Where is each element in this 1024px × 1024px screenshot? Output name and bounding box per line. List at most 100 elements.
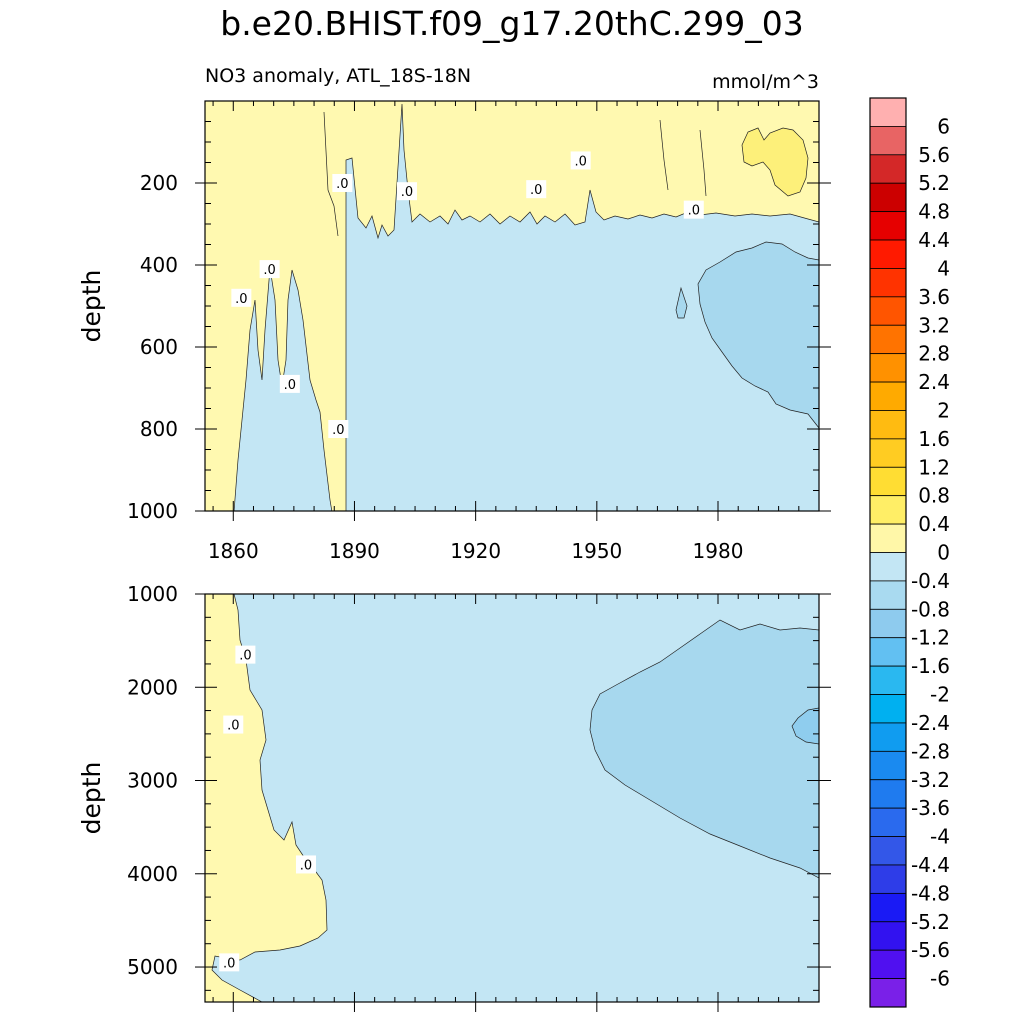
contour-label: .0 xyxy=(328,420,349,438)
upper-contour-fill xyxy=(205,101,819,511)
contour-label: .0 xyxy=(526,180,547,199)
contour-label-text: .0 xyxy=(239,649,251,664)
contour-label-box xyxy=(295,855,316,874)
colorbar-swatch xyxy=(869,637,907,667)
colorbar-label: -3.6 xyxy=(911,796,950,820)
colorbar-swatch xyxy=(869,239,907,269)
contour-label-box xyxy=(526,180,547,199)
colorbar-swatch xyxy=(869,779,907,809)
panel-subtitle: NO3 anomaly, ATL_18S-18N xyxy=(205,65,471,87)
contour-label-text: .0 xyxy=(530,183,542,198)
colorbar-label: -4 xyxy=(930,825,950,849)
upper-y-axis-label: depth xyxy=(77,270,106,343)
y-tick-label: 200 xyxy=(140,171,178,195)
contour-label-box xyxy=(279,374,300,393)
colorbar-swatch xyxy=(869,552,907,582)
colorbar-swatch xyxy=(869,892,907,923)
colorbar-label: -0.8 xyxy=(911,597,950,621)
colorbar-swatch xyxy=(869,495,907,525)
contour-label-text: .0 xyxy=(401,185,413,200)
x-tick-label: 1950 xyxy=(571,539,622,563)
colorbar-label: 2.4 xyxy=(918,370,950,394)
colorbar-swatch xyxy=(869,722,907,752)
colorbar-swatch xyxy=(869,353,907,383)
contour-label-box xyxy=(235,645,256,664)
contour-label-text: .0 xyxy=(235,292,247,307)
colorbar-label: 5.2 xyxy=(918,171,950,195)
y-tick-label: 600 xyxy=(140,335,178,359)
lower-x-ticks xyxy=(212,594,820,1012)
y-tick-label: 800 xyxy=(140,417,178,441)
lower-panel: 1000 2000 3000 4000 5000 .0 .0 .0 .0 depth xyxy=(77,582,831,1012)
colorbar-label: 0.8 xyxy=(918,484,950,508)
lower-y-ticks: 1000 2000 3000 4000 5000 xyxy=(127,582,831,991)
colorbar-swatch xyxy=(869,608,907,639)
colorbar-label: -4.8 xyxy=(911,881,950,905)
contour-label-text: .0 xyxy=(300,858,312,873)
contour-label-text: .0 xyxy=(574,154,586,169)
colorbar-label: 0 xyxy=(937,541,950,565)
contour-label: .0 xyxy=(279,374,300,393)
contour-label-text: .0 xyxy=(227,719,239,734)
colorbar-swatch xyxy=(869,580,907,610)
positive-surface-region xyxy=(205,101,819,511)
colorbar-swatch xyxy=(869,410,907,440)
contour-label: .0 xyxy=(683,200,704,219)
contour-label: .0 xyxy=(231,288,252,307)
colorbar-label: -3.2 xyxy=(911,768,950,792)
contour-label: .0 xyxy=(235,645,256,664)
x-tick-label: 1980 xyxy=(693,539,744,563)
contour-label: .0 xyxy=(219,953,240,972)
colorbar-label: 4.4 xyxy=(918,228,950,252)
positive-strong-region xyxy=(741,127,809,197)
colorbar-swatch xyxy=(869,268,907,298)
contour-label-text: .0 xyxy=(688,204,700,219)
y-tick-label: 1000 xyxy=(127,582,178,606)
y-tick-label: 3000 xyxy=(127,769,178,793)
y-tick-label: 4000 xyxy=(127,862,178,886)
upper-contour-labels: .0 .0 .0 .0 .0 .0 .0 .0 .0 xyxy=(231,151,704,438)
contour-label-text: .0 xyxy=(284,378,296,393)
lower-contour-fill xyxy=(205,594,819,1002)
contour-label-box xyxy=(683,200,704,219)
positive-streak xyxy=(323,111,339,237)
contour-label-box xyxy=(396,182,417,201)
y-tick-label: 5000 xyxy=(127,955,178,979)
negative-side-region xyxy=(675,286,688,319)
colorbar-label: -5.2 xyxy=(911,910,950,934)
colorbar-label: 2 xyxy=(937,398,950,422)
colorbar-label: 4 xyxy=(937,256,950,280)
positive-streak xyxy=(699,129,707,197)
upper-x-ticks: 1860 1890 1920 1950 1980 xyxy=(208,101,820,563)
contour-label-box xyxy=(328,420,349,438)
colorbar-label: -2 xyxy=(930,683,950,707)
colorbar-swatch xyxy=(869,381,907,411)
upper-y-ticks: 200 400 600 800 1000 xyxy=(127,100,831,523)
colorbar-swatch xyxy=(869,324,907,355)
colorbar-swatch xyxy=(869,126,907,156)
colorbar-label: 1.6 xyxy=(918,427,950,451)
positive-streak xyxy=(659,119,669,191)
colorbar-swatch xyxy=(869,864,907,894)
contour-label: .0 xyxy=(396,182,417,201)
colorbar-swatch xyxy=(869,750,907,781)
colorbar-label: -2.8 xyxy=(911,739,950,763)
colorbar-label: -1.2 xyxy=(911,626,950,650)
colorbar-label: -6 xyxy=(930,967,950,991)
colorbar-label: -4.4 xyxy=(911,853,950,877)
colorbar-label: 5.6 xyxy=(918,143,950,167)
colorbar-swatch xyxy=(869,978,907,1008)
colorbar-label: -1.6 xyxy=(911,654,950,678)
x-tick-label: 1860 xyxy=(208,539,259,563)
negative-core-region xyxy=(697,241,819,429)
figure-title: b.e20.BHIST.f09_g17.20thC.299_03 xyxy=(220,4,803,43)
colorbar-label: 2.8 xyxy=(918,342,950,366)
y-tick-label: 2000 xyxy=(127,675,178,699)
colorbar-swatch xyxy=(869,154,907,184)
contour-label-box xyxy=(231,288,252,307)
colorbar-swatch xyxy=(869,921,907,951)
lower-plot-frame xyxy=(204,593,820,1003)
contour-label-box xyxy=(570,151,591,170)
y-tick-label: 400 xyxy=(140,253,178,277)
colorbar-swatch xyxy=(869,466,907,497)
